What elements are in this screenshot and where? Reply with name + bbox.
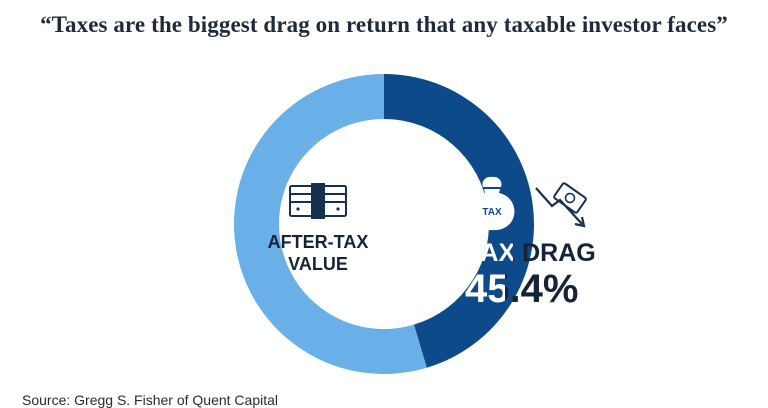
- money-bag-icon: TAX: [469, 176, 515, 231]
- after-tax-slice: [234, 74, 427, 374]
- after-tax-label-line-2: VALUE: [288, 254, 348, 274]
- tax-bag-label: TAX: [482, 207, 502, 218]
- tax-drag-value: 45.4%: [465, 267, 578, 311]
- cash-stack-icon: [289, 183, 347, 219]
- after-tax-label-line-1: AFTER-TAX: [268, 232, 369, 252]
- chart-title: “Taxes are the biggest drag on return th…: [40, 12, 728, 37]
- tax-drag-slice: [384, 74, 534, 368]
- falling-arrow: [535, 187, 583, 225]
- source-note: Source: Gregg S. Fisher of Quent Capital: [22, 392, 279, 408]
- falling-money-icon: [553, 182, 587, 214]
- tax-drag-label: TAX DRAG: [467, 239, 596, 267]
